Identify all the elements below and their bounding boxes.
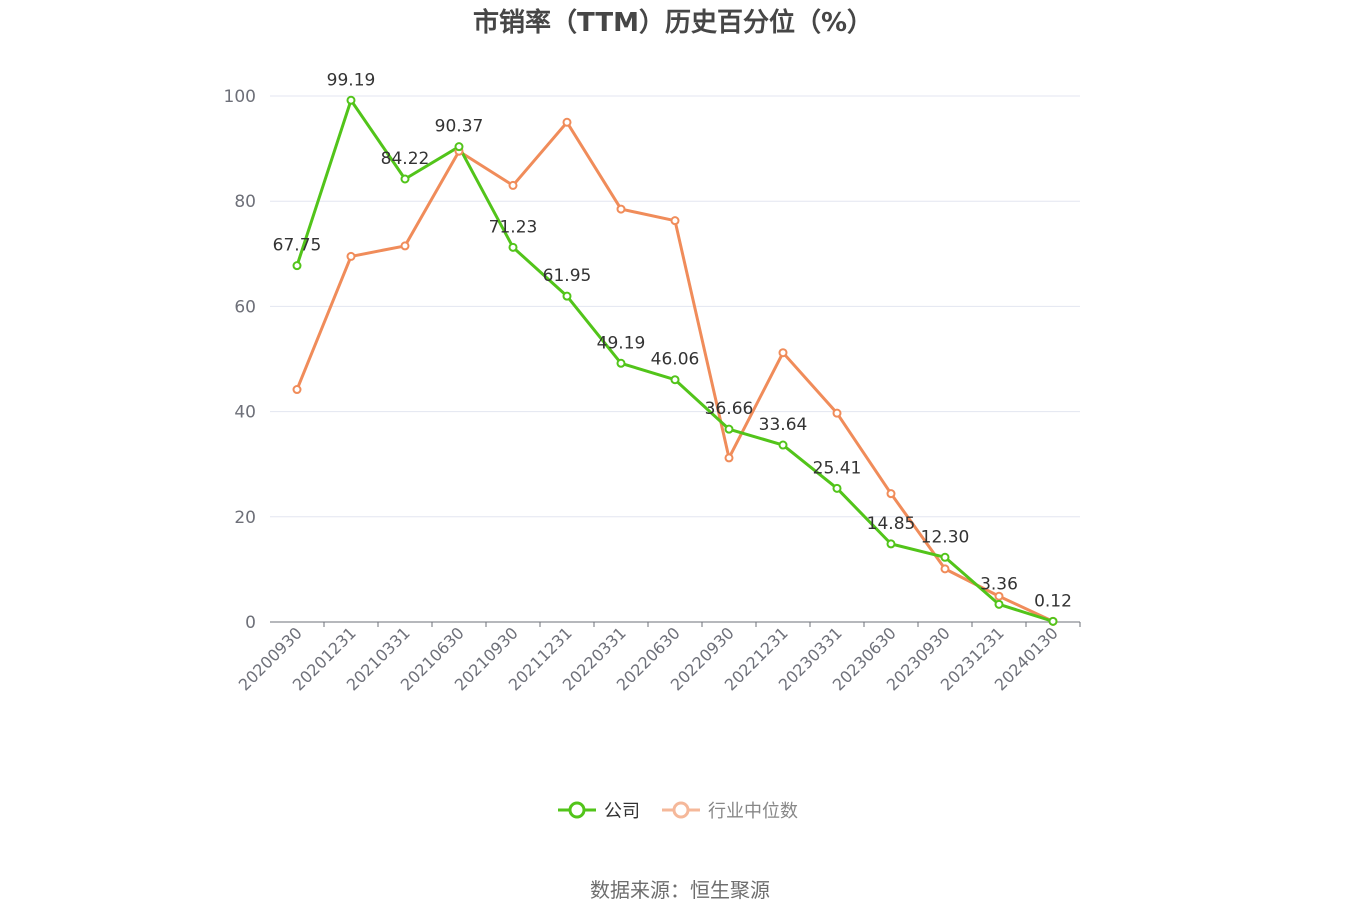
grid-lines <box>270 95 1080 518</box>
company-data-point <box>292 261 302 271</box>
y-tick-label: 0 <box>245 613 256 633</box>
data-label: 14.85 <box>867 514 916 534</box>
company-data-point <box>346 95 356 105</box>
legend-marker-icon <box>568 801 586 819</box>
data-label: 71.23 <box>489 217 538 237</box>
data-label: 3.36 <box>980 574 1018 594</box>
data-label: 25.41 <box>813 458 862 478</box>
industry-median-data-point <box>562 117 572 127</box>
company-data-point <box>940 552 950 562</box>
industry-median-data-point <box>670 216 680 226</box>
company-data-point <box>886 539 896 549</box>
industry-median-data-point <box>292 385 302 395</box>
company-data-point <box>508 242 518 252</box>
data-label: 33.64 <box>759 415 808 435</box>
legend-label: 行业中位数 <box>708 801 798 822</box>
series-lines <box>292 95 1058 626</box>
y-tick-label: 60 <box>234 297 256 317</box>
data-label: 67.75 <box>273 236 322 256</box>
industry-median-data-point <box>778 348 788 358</box>
legend: 公司 行业中位数 <box>558 801 798 822</box>
industry-median-data-point <box>886 489 896 499</box>
data-label: 0.12 <box>1034 591 1072 611</box>
company-data-point <box>994 599 1004 609</box>
y-tick-label: 20 <box>234 508 256 528</box>
legend-marker-icon <box>672 801 690 819</box>
chart-title: 市销率（TTM）历史百分位（%） <box>473 8 873 38</box>
company-data-point <box>562 291 572 301</box>
company-data-point <box>1048 616 1058 626</box>
industry-median-data-point <box>346 251 356 261</box>
company-data-point <box>724 424 734 434</box>
industry-median-data-point <box>994 591 1004 601</box>
industry-median-data-point <box>724 453 734 463</box>
industry-median-data-point <box>508 180 518 190</box>
industry-median-data-point <box>940 564 950 574</box>
legend-label: 公司 <box>604 801 640 822</box>
y-tick-label: 80 <box>234 192 256 212</box>
data-source-note: 数据来源：恒生聚源 <box>590 878 770 902</box>
data-label: 61.95 <box>543 266 592 286</box>
data-label: 84.22 <box>381 149 430 169</box>
legend-item-industry-median[interactable]: 行业中位数 <box>662 801 798 822</box>
data-label: 90.37 <box>435 117 484 137</box>
company-data-point <box>616 358 626 368</box>
company-data-point <box>670 375 680 385</box>
company-data-point <box>400 174 410 184</box>
legend-item-company[interactable]: 公司 <box>558 801 640 822</box>
y-tick-label: 40 <box>234 403 256 423</box>
industry-median-data-point <box>616 204 626 214</box>
company-data-point <box>778 440 788 450</box>
data-label: 46.06 <box>651 350 700 370</box>
y-tick-label: 100 <box>224 87 256 107</box>
industry-median-data-point <box>400 241 410 251</box>
axes: 0204060801002020093020201231202103312021… <box>224 87 1081 694</box>
company-data-point <box>454 142 464 152</box>
data-label: 99.19 <box>327 70 376 90</box>
industry-median-data-point <box>832 408 842 418</box>
company-data-point <box>832 483 842 493</box>
data-label: 36.66 <box>705 399 754 419</box>
data-label: 49.19 <box>597 333 646 353</box>
data-label: 12.30 <box>921 527 970 547</box>
